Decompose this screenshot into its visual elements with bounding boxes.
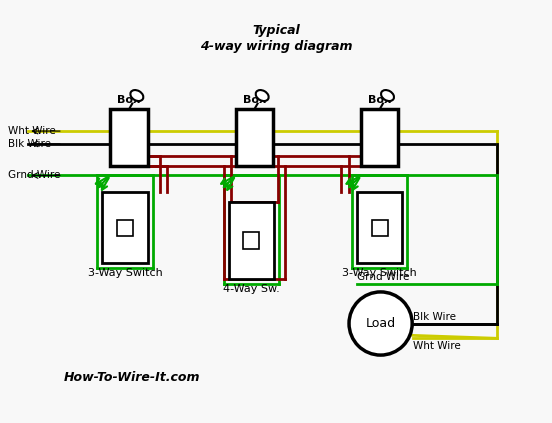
Bar [110, 110, 148, 166]
Text: Box: Box [118, 96, 141, 105]
Bar [236, 110, 273, 166]
Ellipse shape [381, 90, 394, 101]
Circle shape [349, 292, 412, 355]
Ellipse shape [256, 90, 269, 101]
Bar [357, 192, 402, 263]
Text: 4-Way Sw.: 4-Way Sw. [223, 284, 280, 294]
Text: Box: Box [243, 96, 266, 105]
Text: How-To-Wire-It.com: How-To-Wire-It.com [63, 371, 200, 384]
Bar [371, 220, 388, 236]
Text: Grnd Wire: Grnd Wire [357, 272, 409, 282]
Text: Load: Load [365, 317, 396, 330]
Text: Wht Wire: Wht Wire [8, 126, 55, 136]
Text: Grnd Wire: Grnd Wire [8, 170, 60, 181]
Ellipse shape [130, 90, 144, 101]
Bar [361, 110, 399, 166]
Bar [229, 202, 274, 279]
Text: Typical: Typical [252, 25, 300, 38]
Text: Blk Wire: Blk Wire [8, 139, 51, 149]
Text: Box: Box [368, 96, 391, 105]
Text: Wht Wire: Wht Wire [413, 341, 461, 351]
Text: 3-Way Switch: 3-Way Switch [88, 268, 162, 278]
Bar [117, 220, 133, 236]
Bar [243, 232, 259, 249]
Text: Blk Wire: Blk Wire [413, 312, 456, 321]
Text: 4-way wiring diagram: 4-way wiring diagram [200, 40, 352, 53]
Bar [102, 192, 148, 263]
Text: 3-Way Switch: 3-Way Switch [342, 268, 417, 278]
